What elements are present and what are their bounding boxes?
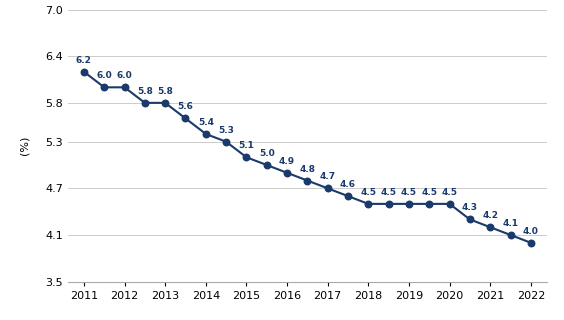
Point: [283, 170, 292, 175]
Text: 4.5: 4.5: [421, 188, 437, 197]
Point: [100, 85, 109, 90]
Text: 5.3: 5.3: [218, 126, 234, 135]
Point: [222, 139, 231, 144]
Text: 5.0: 5.0: [259, 149, 275, 158]
Point: [303, 178, 312, 183]
Point: [343, 194, 352, 199]
Point: [80, 69, 89, 74]
Point: [161, 100, 170, 105]
Text: 5.8: 5.8: [137, 87, 153, 96]
Point: [404, 201, 413, 206]
Point: [526, 240, 535, 245]
Point: [181, 116, 190, 121]
Text: 4.5: 4.5: [442, 188, 457, 197]
Text: 6.2: 6.2: [76, 56, 92, 65]
Text: 4.8: 4.8: [299, 164, 315, 174]
Point: [262, 163, 271, 168]
Text: 4.5: 4.5: [381, 188, 396, 197]
Point: [425, 201, 434, 206]
Point: [364, 201, 373, 206]
Text: 5.8: 5.8: [157, 87, 173, 96]
Text: 6.0: 6.0: [96, 71, 112, 80]
Text: 4.7: 4.7: [320, 172, 336, 181]
Text: 4.2: 4.2: [482, 211, 498, 220]
Text: 4.1: 4.1: [503, 219, 518, 228]
Text: 6.0: 6.0: [117, 71, 133, 80]
Text: 4.9: 4.9: [279, 157, 295, 166]
Point: [242, 155, 251, 160]
Text: 5.1: 5.1: [239, 141, 254, 150]
Text: 4.6: 4.6: [340, 180, 356, 189]
Point: [465, 217, 474, 222]
Text: 4.5: 4.5: [360, 188, 376, 197]
Point: [486, 225, 495, 230]
Text: 5.4: 5.4: [198, 118, 214, 127]
Point: [140, 100, 149, 105]
Point: [120, 85, 129, 90]
Text: 4.3: 4.3: [462, 204, 478, 212]
Point: [506, 232, 515, 237]
Point: [323, 186, 332, 191]
Text: 4.5: 4.5: [401, 188, 417, 197]
Point: [201, 132, 210, 137]
Text: (%): (%): [20, 136, 29, 155]
Text: 5.6: 5.6: [178, 102, 193, 111]
Text: 4.0: 4.0: [523, 227, 539, 236]
Point: [445, 201, 454, 206]
Point: [384, 201, 393, 206]
